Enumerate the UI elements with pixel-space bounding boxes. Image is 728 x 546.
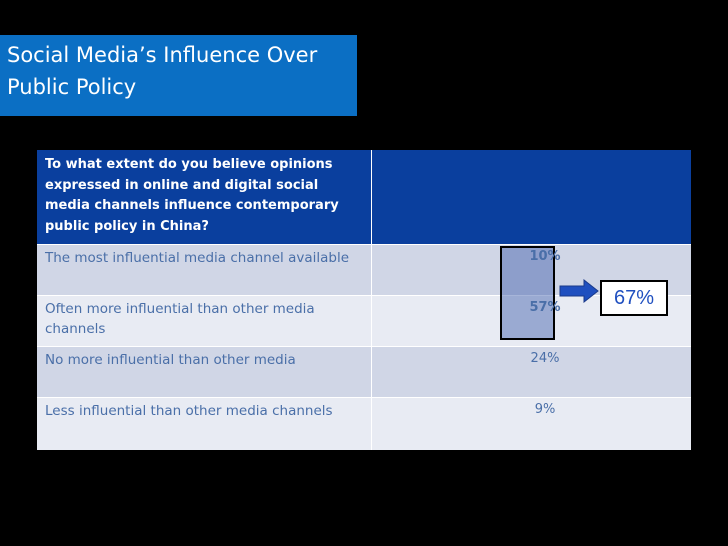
row-label: The most influential media channel avail… [37,245,372,295]
header-cell: To what extent do you believe opinions e… [37,150,372,244]
arrow-shape [559,279,599,303]
callout: 67% [600,280,668,316]
slide-title: Social Media’s Influence Over Public Pol… [0,35,357,116]
header-row: To what extent do you believe opinions e… [37,150,691,245]
row-label: Less influential than other media channe… [37,398,372,450]
table-row: Often more influential than other media … [37,296,691,347]
row-value: 57% [529,300,561,315]
highlight-box [500,246,555,340]
table-row: Less influential than other media channe… [37,398,691,450]
arrow [559,279,599,303]
table: To what extent do you believe opinions e… [37,150,691,450]
header-cell-empty [372,150,691,244]
table-row: No more influential than other media 24% [37,347,691,398]
row-value: 24% [530,351,560,366]
row-value: 9% [534,402,556,417]
row-label: Often more influential than other media … [37,296,372,346]
table-row: The most influential media channel avail… [37,245,691,296]
row-value: 10% [529,249,561,264]
row-label: No more influential than other media [37,347,372,397]
